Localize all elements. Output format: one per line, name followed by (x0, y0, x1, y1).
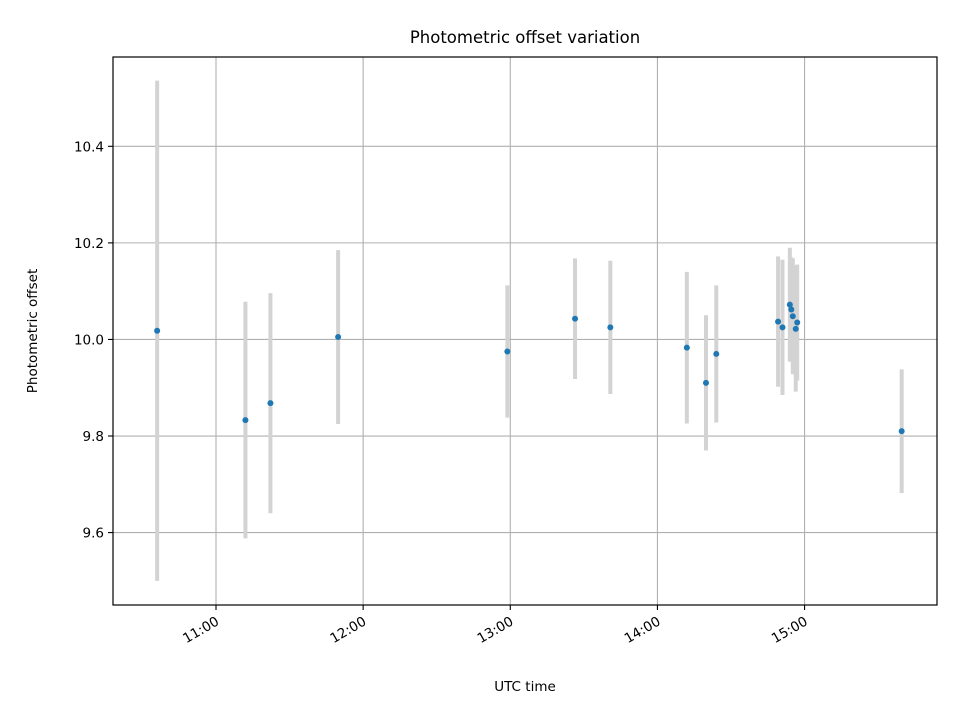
chart-title: Photometric offset variation (410, 28, 640, 47)
x-axis-label: UTC time (494, 679, 556, 695)
data-point (788, 306, 795, 313)
y-tick-label: 10.2 (74, 236, 104, 252)
plot-frame (112, 56, 938, 606)
error-bars (155, 80, 904, 581)
data-point (683, 344, 690, 351)
data-point (789, 313, 796, 320)
y-tick-label: 9.8 (83, 429, 104, 445)
data-point (794, 319, 801, 326)
y-tick-label: 10.4 (74, 139, 104, 155)
x-tick-label: 14:00 (622, 614, 664, 647)
data-point (504, 348, 511, 355)
data-point (572, 315, 579, 322)
data-point (792, 325, 799, 332)
x-axis-ticks: 11:00 12:00 13:00 14:00 15:00 (180, 605, 811, 647)
x-tick-label: 11:00 (180, 614, 222, 647)
data-point (702, 379, 709, 386)
data-point (607, 324, 614, 331)
y-tick-label: 10.0 (74, 332, 104, 348)
data-point (713, 350, 720, 357)
data-point (267, 400, 274, 407)
data-point (242, 417, 249, 424)
data-point (898, 428, 905, 435)
x-tick-label: 13:00 (475, 614, 517, 647)
y-tick-label: 9.6 (83, 526, 104, 542)
grid-lines (113, 57, 937, 605)
data-point (786, 301, 793, 308)
y-axis-label: Photometric offset (25, 269, 41, 393)
data-point (335, 334, 342, 341)
data-point (154, 327, 161, 334)
x-tick-label: 12:00 (327, 614, 369, 647)
x-tick-label: 15:00 (769, 614, 811, 647)
data-point (775, 318, 782, 325)
data-points (154, 301, 905, 435)
y-axis-ticks: 9.6 9.8 10.0 10.2 10.4 (74, 139, 113, 542)
data-point (779, 324, 786, 331)
